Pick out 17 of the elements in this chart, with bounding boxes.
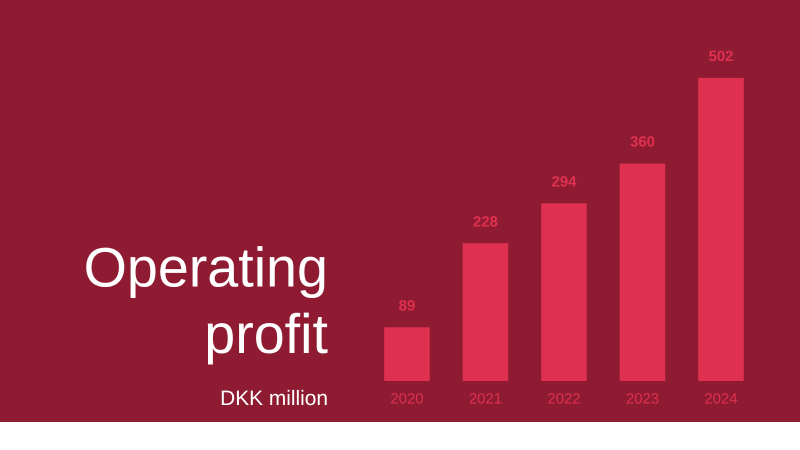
data-label: 360 xyxy=(630,134,655,151)
bar xyxy=(541,203,587,381)
data-label: 228 xyxy=(473,214,498,230)
x-tick-label: 2024 xyxy=(704,391,738,408)
x-tick-label: 2021 xyxy=(468,391,502,408)
bar xyxy=(698,78,744,381)
bar xyxy=(384,327,430,381)
x-tick-label: 2020 xyxy=(390,391,424,408)
bar xyxy=(462,243,508,381)
text: DKK million xyxy=(220,386,328,410)
data-label: 294 xyxy=(552,174,578,191)
data-label: 502 xyxy=(708,48,734,65)
bar xyxy=(620,164,666,381)
x-tick-label: 2022 xyxy=(547,391,581,408)
data-label: 89 xyxy=(398,298,416,314)
x-tick-label: 2023 xyxy=(626,391,660,408)
text: Operating profit xyxy=(84,236,328,366)
